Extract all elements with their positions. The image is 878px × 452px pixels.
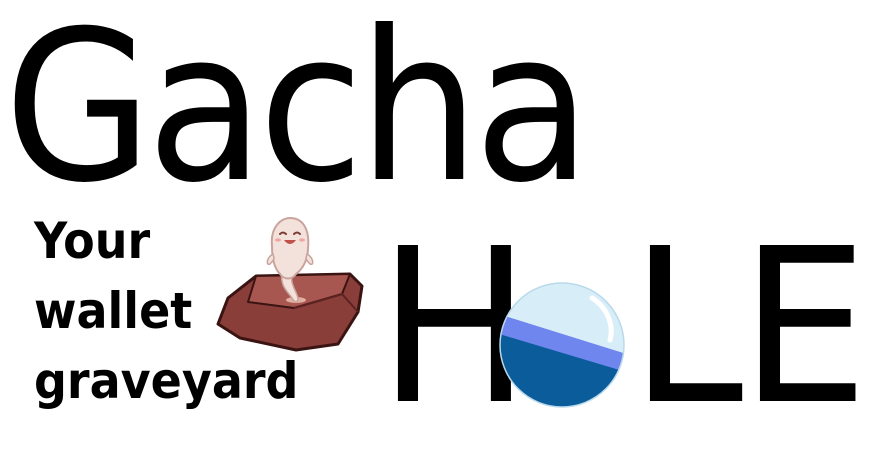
hole-letter-l: L [630, 203, 744, 452]
title-gacha: Gacha [4, 0, 591, 229]
tagline-line-2: wallet [34, 282, 193, 340]
hole-letter-e: E [740, 203, 869, 452]
tagline-line-3: graveyard [34, 352, 299, 410]
ghost-rising-from-grave-icon [216, 216, 364, 352]
ghost-body-icon [270, 216, 310, 280]
gacha-hole-logo: Gacha Your wallet graveyard H [4, 0, 869, 452]
blue-orb-icon [499, 282, 625, 408]
tagline-line-1: Your [34, 212, 151, 270]
tagline: Your wallet graveyard [34, 206, 321, 416]
